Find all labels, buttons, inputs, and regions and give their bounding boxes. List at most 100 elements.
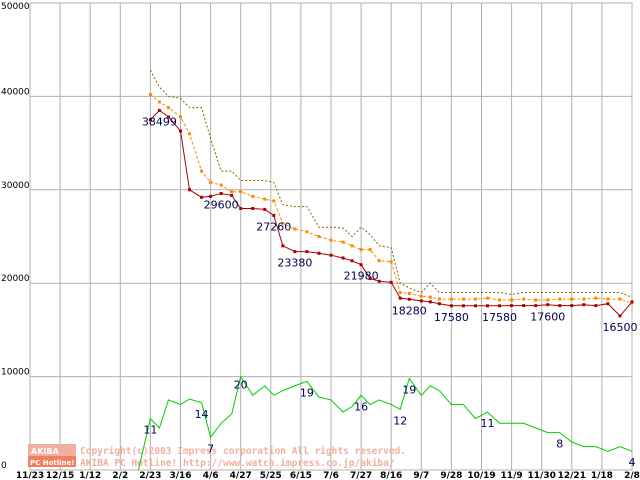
- data-label: 17580: [434, 311, 469, 324]
- series-point: [606, 302, 610, 306]
- series-point: [398, 296, 402, 300]
- series-point: [200, 169, 204, 173]
- series-point: [419, 299, 423, 303]
- series-point: [263, 197, 267, 201]
- x-tick-label: 10/19: [467, 471, 495, 480]
- data-label: 17580: [482, 311, 517, 324]
- series-point: [219, 192, 223, 196]
- x-tick-label: 2/23: [139, 471, 161, 480]
- series-point: [486, 296, 490, 300]
- x-tick-label: 7/6: [323, 471, 339, 480]
- series-line: [149, 69, 633, 298]
- series-point: [329, 238, 333, 242]
- x-tick-label: 11/23: [16, 471, 44, 480]
- series-point: [594, 304, 598, 308]
- series-point: [148, 118, 152, 122]
- data-label: 18280: [392, 304, 427, 317]
- data-label: 16500: [602, 321, 637, 334]
- series-point: [582, 297, 586, 301]
- x-tick-label: 4/27: [230, 471, 252, 480]
- x-tick-label: 8/16: [380, 471, 402, 480]
- y-axis-ticks: 0 10000 20000 30000 40000 50000: [1, 2, 30, 471]
- x-tick-label: 1/12: [79, 471, 101, 480]
- series-point: [606, 297, 610, 301]
- series-point: [359, 248, 363, 252]
- series-point: [486, 304, 490, 308]
- series-point: [630, 300, 634, 304]
- series-point: [272, 199, 276, 203]
- series-point: [498, 304, 502, 308]
- x-tick-label: 6/15: [290, 471, 312, 480]
- series-point: [368, 248, 372, 252]
- series-point: [329, 253, 333, 257]
- series-point: [522, 304, 526, 308]
- series-point: [546, 303, 550, 307]
- series-point: [428, 300, 432, 304]
- series-point: [473, 297, 477, 301]
- series-point: [461, 304, 465, 308]
- data-label: 19: [300, 386, 314, 399]
- x-tick-label: 3/16: [169, 471, 191, 480]
- data-label: 38499: [142, 115, 177, 128]
- series-point: [437, 302, 441, 306]
- y-tick-label: 30000: [1, 181, 30, 191]
- logo-bottom-text: PC Hotline!: [30, 459, 74, 467]
- chart-series: [137, 69, 634, 471]
- series-point: [341, 256, 345, 260]
- series-point: [263, 207, 267, 211]
- series-point: [350, 259, 354, 263]
- series-point: [534, 304, 538, 308]
- data-label: 7: [207, 442, 214, 455]
- data-label: 20: [234, 379, 248, 392]
- series-point: [558, 297, 562, 301]
- x-tick-label: 11/30: [528, 471, 556, 480]
- x-axis-ticks: 11/23 12/15 1/12 2/2 2/23 3/16 4/6 4/27 5/25 6/15…: [16, 471, 640, 480]
- data-label: 8: [556, 438, 563, 451]
- series-point: [350, 244, 354, 248]
- series-point: [293, 250, 297, 254]
- series-point: [305, 230, 309, 234]
- series-line: [137, 375, 633, 471]
- series-point: [534, 298, 538, 302]
- data-label: 21980: [344, 270, 379, 283]
- y-tick-label: 10000: [1, 368, 30, 378]
- x-tick-label: 12/15: [46, 471, 74, 480]
- series-point: [281, 221, 285, 225]
- series-point: [449, 304, 453, 308]
- series-point: [317, 235, 321, 238]
- series-point: [377, 259, 381, 263]
- copyright-watermark: AKIBA PC Hotline! Copyright(c)2003 Impre…: [28, 444, 406, 469]
- series-point: [570, 297, 574, 301]
- series-point: [407, 297, 411, 301]
- series-point: [618, 297, 622, 301]
- series-point: [419, 294, 423, 298]
- series-point: [570, 304, 574, 308]
- series-point: [473, 304, 477, 308]
- x-tick-label: 11/9: [501, 471, 523, 480]
- series-point: [281, 244, 285, 248]
- y-tick-label: 20000: [1, 274, 30, 284]
- y-tick-label: 0: [1, 461, 7, 471]
- data-label: 27260: [256, 220, 291, 233]
- logo-box-bottom: [28, 456, 76, 467]
- x-tick-label: 1/18: [591, 471, 613, 480]
- series-point: [522, 297, 526, 301]
- data-label: 11: [143, 424, 157, 437]
- series-point: [582, 303, 586, 307]
- series-point: [594, 296, 598, 300]
- copyright-line-2: AKIBA PC Hotline! http://www.watch.impre…: [80, 458, 395, 469]
- series-point: [239, 206, 243, 210]
- data-label: 12: [393, 414, 407, 427]
- series-point: [398, 291, 402, 295]
- series-point: [188, 188, 192, 192]
- x-tick-label: 2/8: [624, 471, 640, 480]
- series-point: [209, 180, 213, 184]
- x-tick-label: 7/27: [350, 471, 372, 480]
- data-label: 4: [629, 456, 636, 469]
- series-point: [251, 206, 255, 210]
- series-point: [510, 298, 514, 302]
- x-tick-label: 5/25: [260, 471, 282, 480]
- series-point: [166, 106, 170, 110]
- series-point: [317, 251, 321, 255]
- series-point: [200, 195, 204, 199]
